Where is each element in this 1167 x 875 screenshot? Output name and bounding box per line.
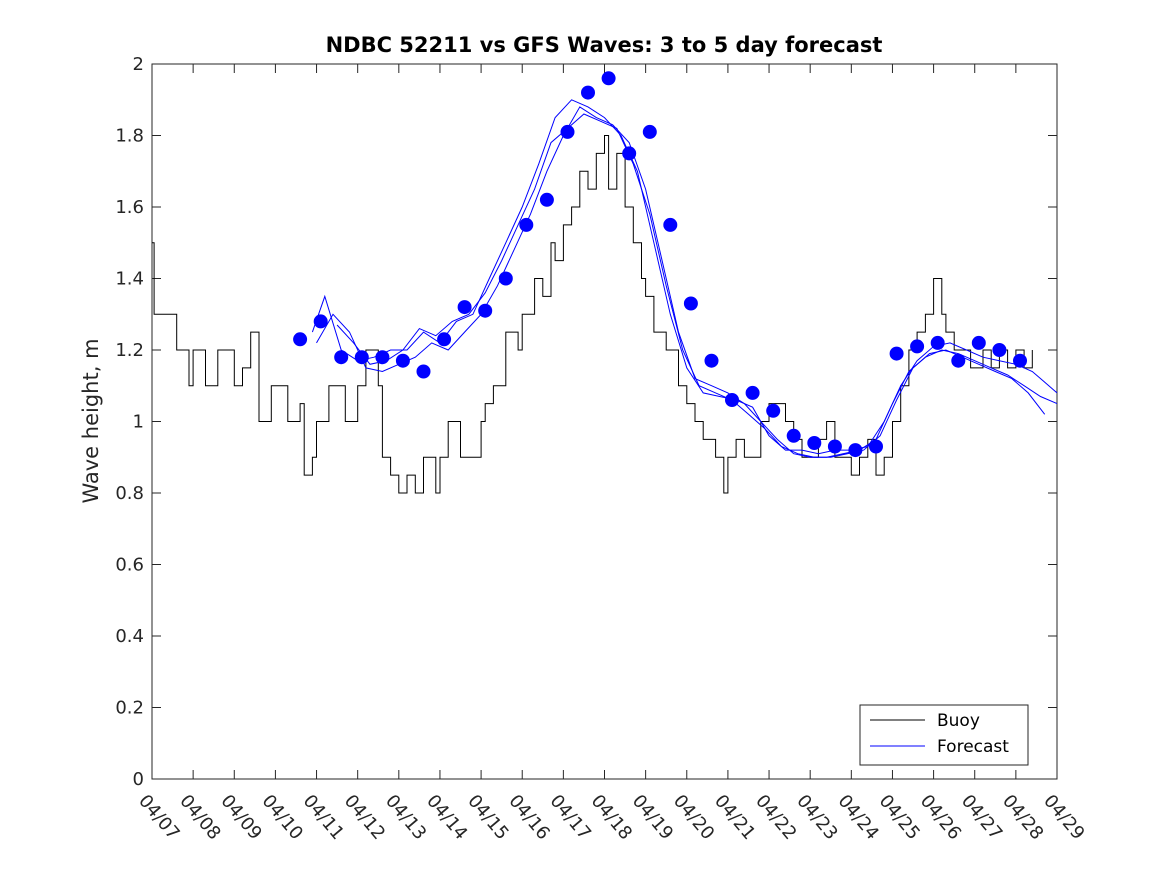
forecast-marker — [457, 300, 472, 315]
y-tick-label: 0 — [133, 769, 144, 790]
y-axis: 0 0.2 0.4 0.6 0.8 1 1.2 1.4 1.6 1.8 2 — [115, 54, 1057, 790]
y-tick-label: 0.4 — [115, 626, 144, 647]
forecast-marker — [992, 343, 1007, 357]
forecast-marker — [581, 85, 595, 100]
forecast-marker — [334, 350, 349, 365]
forecast-marker — [827, 439, 842, 454]
forecast-marker — [1013, 353, 1027, 368]
forecast-line — [316, 106, 1058, 458]
chart-title: NDBC 52211 vs GFS Waves: 3 to 5 day fore… — [326, 33, 883, 57]
forecast-marker — [437, 332, 452, 347]
forecast-marker — [725, 393, 739, 407]
y-tick-label: 0.2 — [115, 698, 144, 719]
forecast-marker — [930, 335, 945, 350]
forecast-marker — [889, 346, 904, 361]
forecast-marker — [560, 124, 575, 139]
forecast-marker — [683, 296, 698, 311]
forecast-marker — [910, 339, 925, 354]
forecast-marker — [971, 335, 986, 350]
legend: Buoy Forecast — [859, 704, 1029, 766]
forecast-marker — [395, 353, 410, 368]
y-axis-label: Wave height, m — [79, 338, 103, 503]
forecast-marker — [807, 436, 822, 450]
forecast-marker — [354, 350, 369, 365]
buoy-series — [152, 135, 1033, 494]
forecast-marker — [601, 71, 616, 86]
y-tick-label: 0.6 — [115, 555, 144, 576]
y-tick-label: 0.8 — [115, 483, 144, 504]
y-tick-label: 1 — [133, 412, 144, 433]
forecast-marker — [704, 353, 719, 368]
forecast-marker — [478, 303, 493, 318]
forecast-marker — [519, 217, 534, 232]
forecast-marker — [951, 353, 966, 368]
plot-area — [151, 63, 1058, 780]
forecast-marker — [313, 314, 328, 329]
forecast-marker — [766, 403, 781, 418]
legend-buoy-label: Buoy — [937, 711, 980, 731]
forecast-marker — [622, 146, 637, 161]
forecast-markers — [293, 71, 1027, 458]
buoy-line — [152, 135, 1033, 494]
forecast-marker — [848, 443, 863, 458]
forecast-marker — [293, 332, 308, 347]
forecast-marker — [642, 124, 657, 139]
forecast-marker — [663, 217, 678, 232]
forecast-marker — [416, 364, 431, 379]
y-tick-label: 1.6 — [115, 197, 144, 218]
forecast-line — [336, 113, 1046, 458]
forecast-marker — [786, 428, 801, 443]
y-tick-label: 1.8 — [115, 126, 144, 147]
forecast-marker — [498, 271, 513, 286]
legend-box — [859, 704, 1029, 766]
y-tick-label: 1.2 — [115, 340, 144, 361]
y-tick-label: 2 — [133, 54, 144, 75]
legend-forecast-label: Forecast — [937, 737, 1009, 757]
forecast-marker — [539, 192, 554, 207]
y-tick-label: 1.4 — [115, 269, 144, 290]
forecast-marker — [869, 439, 883, 454]
forecast-marker — [745, 385, 760, 400]
forecast-marker — [375, 350, 390, 365]
